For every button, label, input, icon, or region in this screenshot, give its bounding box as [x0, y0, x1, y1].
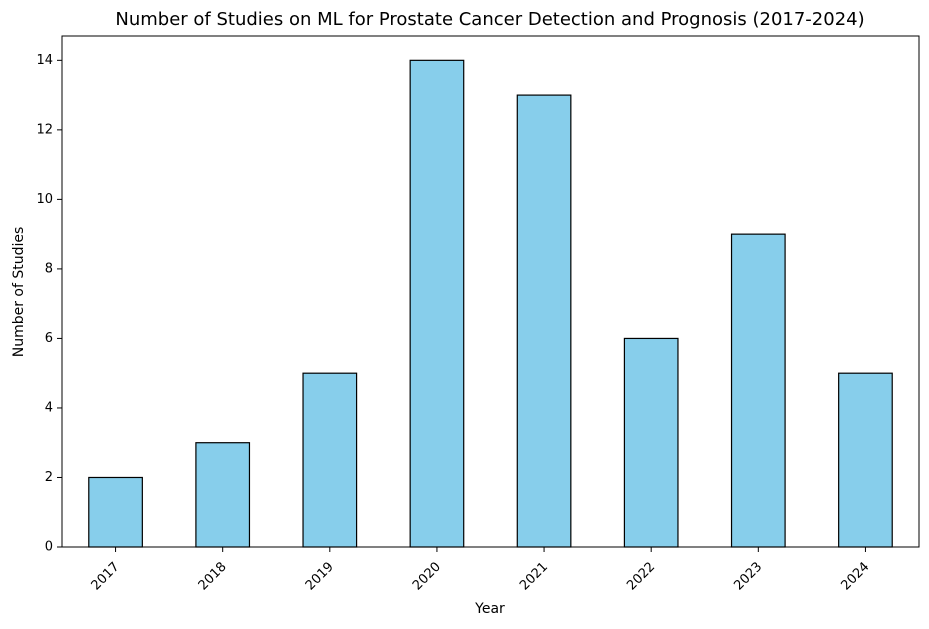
bars-group — [88, 59, 893, 548]
x-axis-label: Year — [474, 601, 505, 617]
y-tick-label-6: 6 — [45, 331, 53, 346]
bar-2022 — [623, 337, 679, 548]
x-tick-label-2020: 2020 — [410, 559, 444, 593]
bar-2020 — [409, 59, 465, 548]
x-tick-label-2022: 2022 — [624, 559, 658, 593]
bar-2017 — [88, 476, 143, 548]
plot-frame — [61, 35, 920, 548]
x-tick-label-2018: 2018 — [196, 559, 230, 593]
y-tick-label-2: 2 — [45, 470, 53, 485]
bar-2021 — [516, 94, 572, 548]
chart-title: Number of Studies on ML for Prostate Can… — [115, 9, 864, 30]
x-tick-label-2019: 2019 — [303, 559, 337, 593]
bar-2024 — [838, 372, 893, 548]
y-tick-label-14: 14 — [36, 53, 53, 68]
y-tick-label-4: 4 — [45, 400, 53, 415]
x-tick-label-2021: 2021 — [517, 559, 551, 593]
y-axis-label: Number of Studies — [11, 227, 27, 358]
x-tick-label-2024: 2024 — [838, 559, 872, 593]
y-tick-label-12: 12 — [36, 122, 53, 137]
bar-2018 — [195, 442, 251, 548]
x-ticks-group: 2017 2018 2019 2020 2021 2022 2023 2024 — [89, 547, 872, 593]
y-tick-label-8: 8 — [45, 261, 53, 276]
y-ticks-group: 0 2 4 6 8 10 12 14 — [36, 53, 62, 555]
bar-2023 — [730, 233, 786, 548]
y-tick-label-10: 10 — [36, 192, 53, 207]
x-tick-label-2017: 2017 — [89, 559, 123, 593]
y-tick-label-0: 0 — [45, 540, 53, 555]
x-tick-label-2023: 2023 — [731, 559, 765, 593]
bar-2019 — [302, 372, 358, 548]
